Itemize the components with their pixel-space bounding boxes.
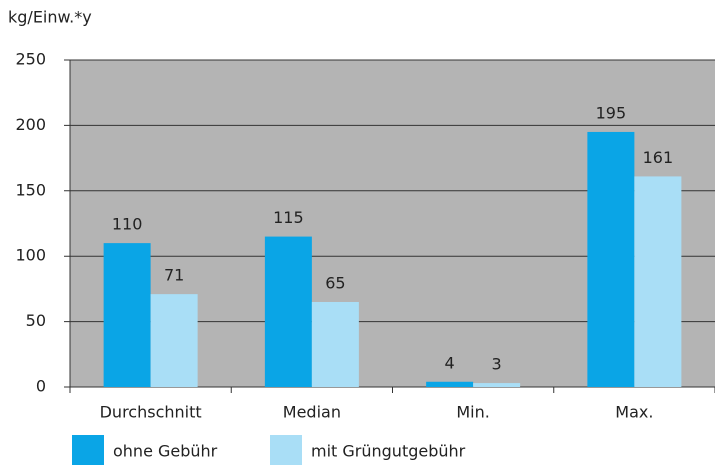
bar bbox=[150, 294, 198, 387]
bar bbox=[311, 301, 359, 387]
y-tick-label: 200 bbox=[15, 115, 46, 134]
value-label: 161 bbox=[643, 148, 674, 167]
bar bbox=[473, 383, 521, 387]
bar bbox=[426, 381, 474, 387]
x-tick-label: Max. bbox=[615, 403, 653, 422]
y-tick-label: 100 bbox=[15, 246, 46, 265]
legend-swatch bbox=[270, 435, 302, 465]
y-tick-label: 150 bbox=[15, 180, 46, 199]
legend-swatch bbox=[72, 435, 104, 465]
value-label: 4 bbox=[445, 353, 455, 372]
legend-label: mit Grüngutgebühr bbox=[311, 442, 466, 461]
bar bbox=[587, 131, 635, 387]
value-label: 71 bbox=[164, 266, 184, 285]
value-label: 195 bbox=[596, 103, 627, 122]
value-label: 65 bbox=[325, 273, 345, 292]
value-label: 115 bbox=[273, 208, 304, 227]
x-tick-label: Durchschnitt bbox=[100, 403, 202, 422]
bar bbox=[634, 176, 682, 387]
x-tick-label: Median bbox=[283, 403, 341, 422]
x-tick-label: Min. bbox=[456, 403, 489, 422]
value-label: 3 bbox=[492, 355, 502, 374]
y-tick-label: 250 bbox=[15, 50, 46, 69]
y-tick-label: 50 bbox=[26, 311, 46, 330]
legend-label: ohne Gebühr bbox=[113, 442, 218, 461]
bar bbox=[103, 243, 151, 387]
value-label: 110 bbox=[112, 215, 143, 234]
bar bbox=[264, 236, 312, 387]
y-tick-label: 0 bbox=[36, 377, 46, 396]
y-axis-label: kg/Einw.*y bbox=[8, 8, 92, 27]
